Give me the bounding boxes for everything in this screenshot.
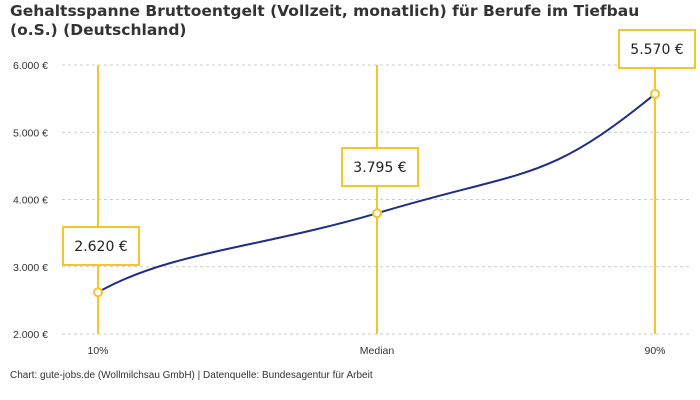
- data-point: [650, 88, 660, 99]
- data-label-box: [341, 147, 419, 187]
- x-tick-label: 10%: [87, 345, 108, 357]
- data-labels: 2.620 € 3.795 € 5.570 €: [62, 29, 696, 266]
- data-point: [93, 287, 103, 298]
- y-tick-label: 6.000 €: [13, 60, 48, 72]
- x-tick-label: Median: [360, 345, 395, 357]
- data-label: 5.570 €: [618, 29, 696, 69]
- y-tick-label: 3.000 €: [13, 262, 48, 274]
- marker-lines: [97, 65, 656, 334]
- data-label-text: 2.620 €: [74, 239, 127, 255]
- data-label-box: [618, 29, 696, 69]
- data-label-box: [62, 226, 140, 266]
- x-tick-label: 90%: [644, 345, 665, 357]
- data-label-text: 3.795 €: [353, 160, 406, 176]
- data-points: [93, 88, 660, 298]
- y-tick-label: 4.000 €: [13, 195, 48, 207]
- x-axis-ticks: 10% Median 90%: [87, 345, 665, 357]
- data-label-text: 5.570 €: [630, 42, 683, 58]
- data-label: 3.795 €: [341, 147, 419, 187]
- chart-credit: Chart: gute-jobs.de (Wollmilchsau GmbH) …: [10, 370, 373, 381]
- data-point: [372, 208, 382, 219]
- y-tick-label: 5.000 €: [13, 127, 48, 139]
- y-axis-ticks: 2.000 € 3.000 € 4.000 € 5.000 € 6.000 €: [13, 60, 48, 341]
- data-label: 2.620 €: [62, 226, 140, 266]
- y-tick-label: 2.000 €: [13, 329, 48, 341]
- chart-title: Gehaltsspanne Bruttoentgelt (Vollzeit, m…: [10, 2, 640, 39]
